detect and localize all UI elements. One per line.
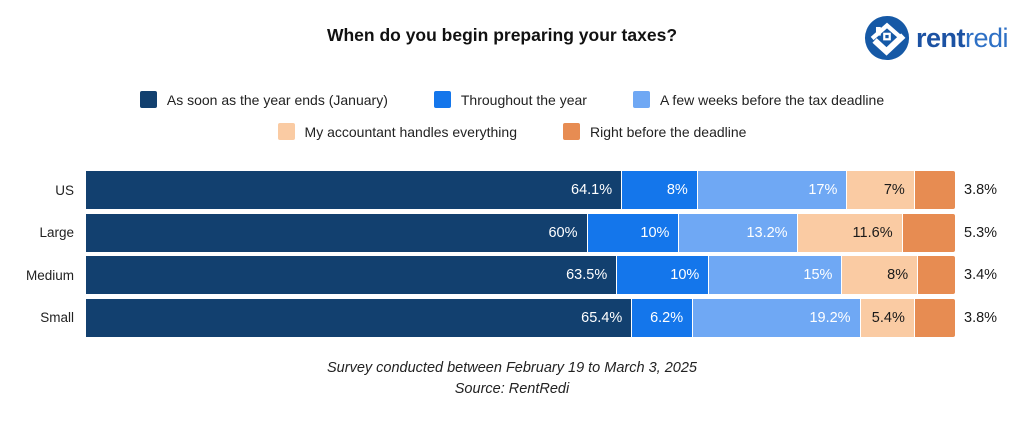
segment-label: 11.6% (852, 224, 893, 241)
bar-segment (918, 256, 955, 294)
outside-value-label: 3.8% (964, 309, 998, 326)
bar-segment: 63.5% (86, 256, 618, 294)
legend-label: Throughout the year (460, 91, 587, 108)
segment-label: 5.4% (871, 309, 905, 326)
segment-label: 15% (803, 267, 833, 283)
category-label: Large (39, 225, 74, 240)
legend-label: As soon as the year ends (January) (166, 91, 388, 108)
legend-item: Throughout the year (433, 91, 587, 108)
bar-segment: 11.6% (797, 213, 903, 252)
footer-source: Source: RentRedi (454, 381, 570, 397)
rentredi-wordmark: rentredi (915, 22, 1009, 54)
logo-text-redi: redi (964, 22, 1009, 53)
legend-item: My accountant handles everything (277, 123, 517, 140)
category-label: US (55, 182, 74, 198)
segment-label: 63.5% (566, 267, 608, 283)
bar-segment: 17% (697, 171, 848, 209)
logo-text-rent: rent (915, 22, 966, 53)
bar-segment: 10% (617, 256, 710, 294)
segment-label: 13.2% (746, 224, 788, 241)
segment-label: 17% (808, 182, 838, 198)
legend-label: Right before the deadline (590, 123, 747, 140)
bar-segment: 15% (709, 256, 843, 294)
bar-segment: 64.1% (86, 171, 623, 209)
stacked-bar-chart: US 64.1% 8% 17% 7% 3.8% Large 60% 10% 13.2% 11.6% 5… (0, 171, 1024, 341)
bar-segment: 13.2% (679, 213, 798, 252)
legend: As soon as the year ends (January) Throug… (0, 91, 1024, 155)
chart-title: When do you begin preparing your taxes? (326, 25, 678, 45)
legend-row: As soon as the year ends (January) Throug… (0, 91, 1024, 108)
bar-segment: 6.2% (632, 298, 694, 337)
footer-survey-note: Survey conducted between February 19 to … (327, 360, 697, 376)
legend-swatch (277, 123, 295, 140)
category-label: Small (40, 310, 74, 325)
bar-segment (902, 213, 956, 252)
segment-label: 64.1% (571, 182, 613, 198)
bar-track: 60% 10% 13.2% 11.6% (86, 213, 956, 252)
chart-row: Small 65.4% 6.2% 19.2% 5.4% 3.8% (0, 298, 1024, 337)
legend-item: Right before the deadline (563, 123, 746, 140)
chart-row: Medium 63.5% 10% 15% 8% 3.4% (0, 256, 1024, 294)
segment-label: 10% (640, 224, 670, 241)
bar-segment (914, 171, 955, 209)
segment-label: 7% (883, 182, 905, 198)
legend-label: My accountant handles everything (304, 123, 517, 140)
segment-label: 8% (666, 182, 688, 198)
outside-value-label: 3.4% (964, 267, 998, 283)
outside-value-label: 5.3% (964, 224, 998, 241)
segment-label: 19.2% (809, 309, 851, 326)
legend-swatch (139, 91, 157, 108)
legend-label: A few weeks before the tax deadline (659, 91, 885, 108)
bar-segment: 60% (86, 213, 588, 252)
chart-row: Large 60% 10% 13.2% 11.6% 5.3% (0, 213, 1024, 252)
legend-item: As soon as the year ends (January) (139, 91, 388, 108)
segment-label: 65.4% (581, 309, 623, 326)
category-label: Medium (25, 267, 74, 283)
bar-track: 63.5% 10% 15% 8% (86, 256, 955, 294)
bar-track: 65.4% 6.2% 19.2% 5.4% (86, 298, 955, 337)
segment-label: 60% (548, 224, 578, 241)
bar-track: 64.1% 8% 17% 7% (86, 171, 955, 209)
bar-segment (914, 298, 955, 337)
rentredi-house-icon (864, 15, 909, 61)
legend-item: A few weeks before the tax deadline (632, 91, 885, 108)
bar-segment: 5.4% (860, 298, 915, 337)
bar-segment: 19.2% (693, 298, 861, 337)
legend-row: My accountant handles everything Right be… (0, 123, 1024, 140)
bar-segment: 10% (587, 213, 680, 252)
bar-segment: 8% (842, 256, 919, 294)
bar-segment: 7% (847, 171, 915, 209)
outside-value-label: 3.8% (964, 182, 998, 198)
legend-swatch (433, 91, 451, 108)
bar-segment: 8% (622, 171, 698, 209)
chart-footer: Survey conducted between February 19 to … (0, 358, 1024, 400)
segment-label: 10% (670, 267, 700, 283)
bar-segment: 65.4% (86, 298, 633, 337)
rentredi-logo: rentredi (864, 15, 1009, 61)
legend-swatch (632, 91, 650, 108)
segment-label: 8% (887, 267, 909, 283)
legend-swatch (563, 123, 580, 140)
segment-label: 6.2% (650, 309, 684, 326)
chart-row: US 64.1% 8% 17% 7% 3.8% (0, 171, 1024, 209)
